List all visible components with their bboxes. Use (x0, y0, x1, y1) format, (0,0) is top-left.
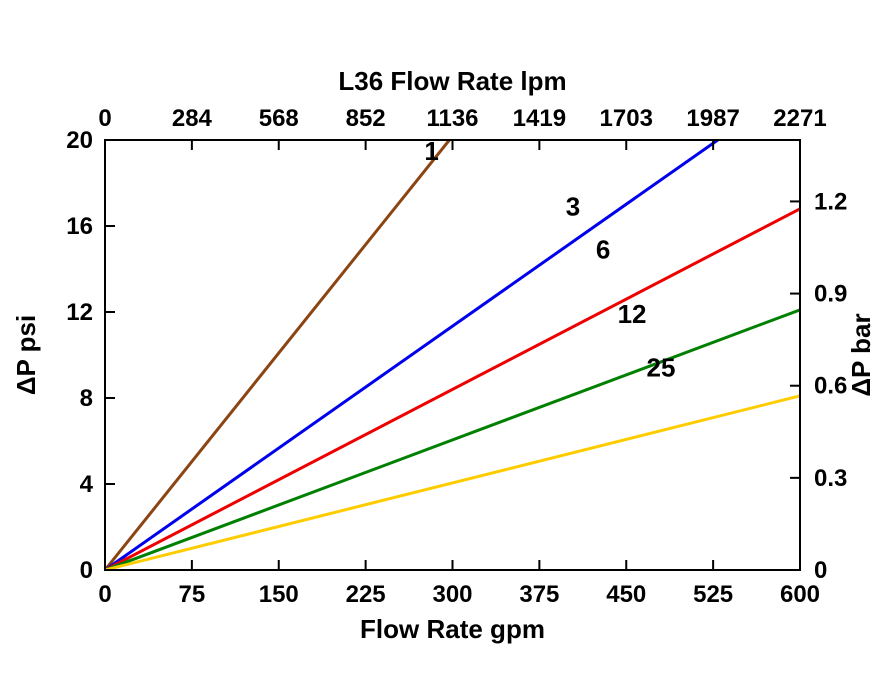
y-right-tick-label: 0 (814, 557, 827, 584)
y-left-tick-label: 0 (80, 557, 93, 584)
series-label: 12 (618, 299, 647, 329)
y-left-tick-label: 8 (80, 385, 93, 412)
x-top-tick-label: 568 (259, 105, 299, 132)
y-left-tick-label: 12 (66, 299, 93, 326)
chart-container: 0751502253003754505256000284568852113614… (0, 0, 884, 684)
x-top-tick-label: 284 (172, 105, 213, 132)
x-top-tick-label: 2271 (773, 105, 826, 132)
x-top-tick-label: 0 (98, 105, 111, 132)
x-bottom-tick-label: 150 (259, 581, 299, 608)
x-top-tick-label: 852 (346, 105, 386, 132)
x-bottom-tick-label: 450 (606, 581, 646, 608)
y-left-tick-label: 20 (66, 127, 93, 154)
y-left-tick-label: 16 (66, 213, 93, 240)
series-label: 25 (647, 353, 676, 383)
x-top-tick-label: 1419 (513, 105, 566, 132)
series-label: 1 (424, 136, 438, 166)
x-bottom-tick-label: 300 (432, 581, 472, 608)
y-right-tick-label: 0.3 (814, 465, 847, 492)
x-bottom-tick-label: 600 (780, 581, 820, 608)
x-bottom-tick-label: 225 (346, 581, 386, 608)
series-label: 6 (596, 234, 610, 264)
chart-title-top: L36 Flow Rate lpm (338, 66, 566, 96)
y-right-tick-label: 1.2 (814, 188, 847, 215)
y-left-tick-label: 4 (80, 471, 94, 498)
x-bottom-tick-label: 525 (693, 581, 733, 608)
y-right-axis-label: ΔP bar (846, 313, 876, 396)
y-left-axis-label: ΔP psi (11, 315, 41, 395)
chart-svg: 0751502253003754505256000284568852113614… (0, 0, 884, 684)
x-bottom-tick-label: 75 (179, 581, 206, 608)
x-bottom-axis-label: Flow Rate gpm (360, 614, 545, 644)
x-top-tick-label: 1136 (426, 105, 478, 132)
y-right-tick-label: 0.6 (814, 373, 847, 400)
x-bottom-tick-label: 375 (519, 581, 559, 608)
x-top-tick-label: 1703 (600, 105, 653, 132)
y-right-tick-label: 0.9 (814, 281, 847, 308)
series-label: 3 (566, 191, 580, 221)
x-top-tick-label: 1987 (686, 105, 739, 132)
x-bottom-tick-label: 0 (98, 581, 111, 608)
